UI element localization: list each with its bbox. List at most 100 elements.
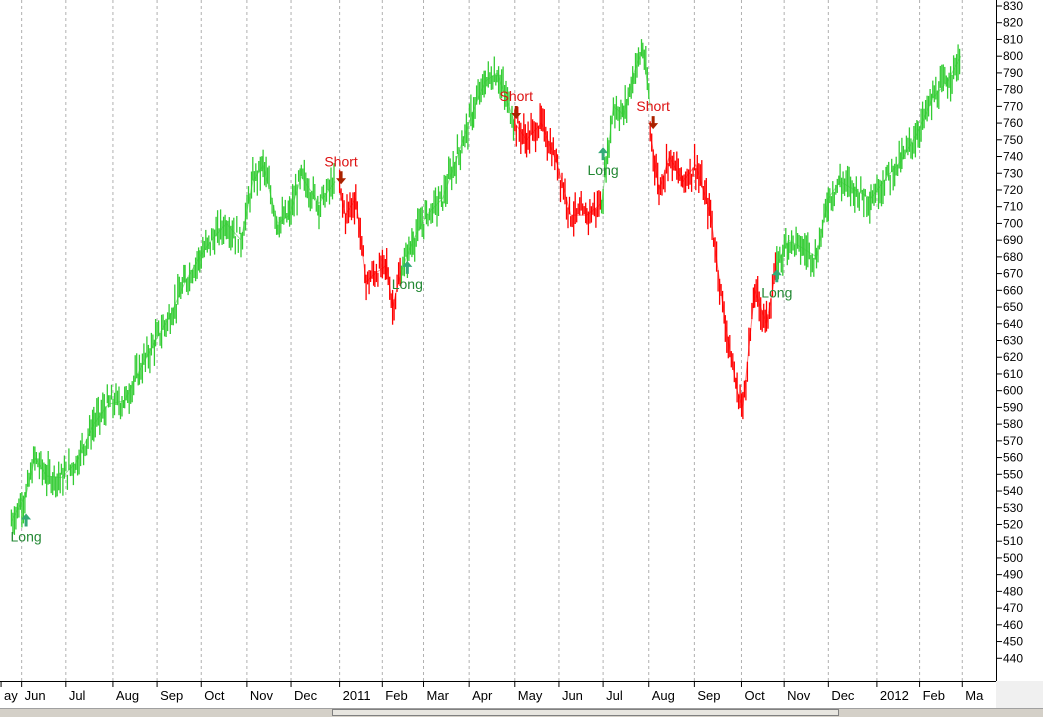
x-tick-label: Sep [697,688,720,703]
up-arrow-icon [402,260,413,274]
down-arrow-icon [336,171,347,185]
x-tick-label: 2011 [343,688,371,703]
short-signal: Short [636,98,670,130]
axis-corner [996,681,1043,708]
y-tick-label: 520 [1003,517,1023,531]
y-tick-label: 590 [1003,400,1023,414]
up-arrow-icon [771,269,782,283]
price-chart: Long Short Long Short Long Short Long [10,0,963,681]
x-tick-label: Oct [204,688,225,703]
y-tick-label: 740 [1003,150,1023,164]
x-tick-label: Dec [294,688,318,703]
y-tick-label: 450 [1003,635,1023,649]
y-tick-label: 790 [1003,66,1023,80]
y-tick-label: 660 [1003,283,1023,297]
y-tick-label: 650 [1003,300,1023,314]
y-tick-label: 500 [1003,551,1023,565]
x-tick-label: Nov [787,688,811,703]
down-arrow-icon [648,116,659,130]
down-arrow-icon [511,106,522,120]
y-tick-label: 770 [1003,99,1023,113]
y-tick-label: 580 [1003,417,1023,431]
y-tick-label: 750 [1003,133,1023,147]
price-series-1 [338,169,402,325]
y-tick-label: 440 [1003,651,1023,665]
x-tick-label: Aug [116,688,139,703]
series-trend-line [649,131,778,408]
price-series-3 [514,103,602,237]
signal-label: Long [588,162,619,178]
signal-label: Short [636,98,670,114]
signal-label: Short [500,88,534,104]
x-tick-label: Mar [427,688,450,703]
short-signal: Short [324,153,358,185]
long-signal: Long [588,147,619,178]
long-signal: Long [392,260,423,292]
x-tick-label: Jun [562,688,583,703]
y-tick-label: 640 [1003,317,1023,331]
x-tick-label: Feb [385,688,407,703]
x-tick-label: Jul [606,688,623,703]
y-tick-label: 760 [1003,116,1023,130]
y-tick-label: 730 [1003,166,1023,180]
y-tick-label: 680 [1003,250,1023,264]
y-tick-label: 530 [1003,501,1023,515]
x-tick-label: Jun [25,688,46,703]
signal-label: Long [392,276,423,292]
y-tick-label: 720 [1003,183,1023,197]
short-signal: Short [500,88,534,120]
price-series-4 [600,39,651,215]
y-tick-label: 560 [1003,451,1023,465]
y-tick-label: 700 [1003,216,1023,230]
y-tick-label: 830 [1003,0,1023,13]
x-tick-label: 2012 [880,688,909,703]
y-tick-label: 570 [1003,434,1023,448]
up-arrow-icon [21,513,32,527]
long-signal: Long [11,513,42,544]
y-tick-label: 670 [1003,267,1023,281]
price-series-2 [400,56,516,284]
y-tick-label: 460 [1003,618,1023,632]
y-tick-label: 510 [1003,534,1023,548]
x-tick-label: Sep [160,688,183,703]
x-tick-label: Oct [744,688,765,703]
y-tick-label: 620 [1003,350,1023,364]
y-tick-label: 480 [1003,584,1023,598]
price-series-5 [649,121,778,420]
x-tick-label: ay [4,688,18,703]
y-tick-label: 470 [1003,601,1023,615]
x-tick-label: Dec [831,688,855,703]
date-axis: ay Jun Jul Aug Sep Oct Nov Dec 2011 Feb Mar Apr May J… [0,681,1043,709]
y-tick-label: 600 [1003,384,1023,398]
series-trend-line [400,72,516,271]
price-series-0 [10,149,336,535]
y-tick-label: 820 [1003,16,1023,30]
price-series-6 [776,44,962,280]
signal-label: Long [761,284,792,300]
long-signal: Long [761,269,792,300]
chart-plot-area: Long Short Long Short Long Short Long [10,0,963,681]
scrollbar-thumb[interactable] [332,709,839,716]
y-tick-label: 690 [1003,233,1023,247]
y-tick-label: 710 [1003,200,1023,214]
up-arrow-icon [598,147,609,161]
x-tick-label: Ma [965,688,984,703]
y-tick-label: 810 [1003,32,1023,46]
y-tick-label: 490 [1003,568,1023,582]
price-axis-labels: 440 450 460 470 480 490 500 510 520 530 540 550 560 5… [997,0,1023,665]
x-tick-label: Nov [250,688,274,703]
y-tick-label: 550 [1003,467,1023,481]
signal-label: Long [11,528,42,544]
x-tick-label: Jul [69,688,86,703]
x-tick-label: Feb [923,688,945,703]
signal-label: Short [324,153,358,169]
date-axis-labels: ay Jun Jul Aug Sep Oct Nov Dec 2011 Feb Mar Apr May J… [0,682,984,703]
y-tick-label: 630 [1003,334,1023,348]
x-tick-label: Apr [472,688,493,703]
y-tick-label: 780 [1003,83,1023,97]
y-tick-label: 610 [1003,367,1023,381]
series-trend-line [601,47,651,204]
y-tick-label: 800 [1003,49,1023,63]
x-tick-label: Aug [652,688,675,703]
price-axis: 440 450 460 470 480 490 500 510 520 530 540 550 560 5… [996,0,1043,681]
